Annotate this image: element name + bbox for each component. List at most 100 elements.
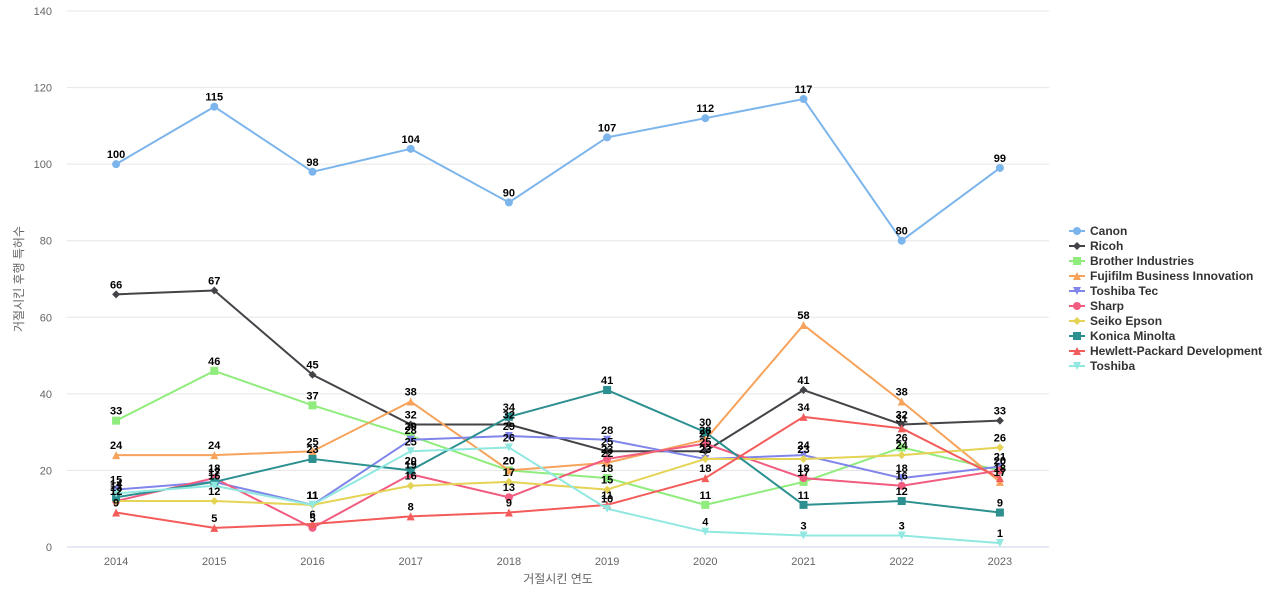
x-axis-title: 거절시킨 연도: [523, 572, 593, 586]
data-label: 20: [503, 455, 515, 467]
data-label: 23: [797, 444, 809, 456]
data-label: 98: [306, 157, 318, 169]
data-point: [603, 386, 612, 395]
data-label: 80: [896, 226, 908, 238]
data-label: 4: [702, 517, 709, 529]
data-label: 22: [601, 448, 613, 460]
data-point: [308, 401, 317, 410]
legend-marker: [1073, 362, 1081, 370]
data-label: 26: [994, 432, 1006, 444]
y-tick-label: 0: [46, 542, 52, 554]
data-label: 27: [699, 429, 711, 441]
x-tick-label: 2014: [104, 556, 128, 568]
data-label: 23: [699, 444, 711, 456]
data-label: 16: [208, 471, 220, 483]
series-ricoh[interactable]: [112, 286, 1004, 456]
data-label: 37: [306, 390, 318, 402]
series-line: [116, 434, 1001, 506]
series-line: [116, 446, 1000, 506]
data-point: [210, 523, 219, 532]
y-tick-label: 100: [34, 159, 52, 171]
data-label: 18: [797, 463, 809, 475]
data-point: [995, 508, 1004, 517]
legend-item[interactable]: Toshiba Tec: [1069, 284, 1159, 298]
data-point: [995, 163, 1004, 172]
data-point: [995, 466, 1004, 475]
y-axis-title: 거절시킨 후행 특허수: [11, 226, 26, 332]
data-point: [112, 290, 121, 299]
series-line: [115, 389, 1001, 514]
series-canon[interactable]: [112, 95, 1004, 245]
data-point: [603, 447, 612, 456]
data-point: [799, 500, 808, 509]
series-line: [116, 446, 1000, 545]
series-hewlett-packard-development[interactable]: [112, 412, 1004, 532]
legend-item[interactable]: Canon: [1069, 224, 1127, 238]
data-label: 29: [503, 421, 515, 433]
data-label: 28: [601, 425, 613, 437]
data-label: 13: [110, 482, 122, 494]
data-label: 117: [795, 84, 813, 96]
legend-marker: [1073, 272, 1081, 280]
data-point: [406, 466, 415, 475]
series-seiko-epson[interactable]: [112, 443, 1004, 509]
data-point: [406, 481, 415, 490]
series-konica-minolta[interactable]: [112, 386, 1004, 517]
x-tick-label: 2019: [595, 556, 619, 568]
legend-item[interactable]: Seiko Epson: [1069, 314, 1162, 328]
legend-item[interactable]: Toshiba: [1069, 359, 1135, 373]
legend-marker: [1073, 302, 1081, 310]
data-label: 5: [211, 513, 217, 525]
data-point: [406, 144, 415, 153]
legend-item[interactable]: Sharp: [1069, 299, 1124, 313]
data-point: [603, 474, 612, 483]
legend-item[interactable]: Fujifilm Business Innovation: [1069, 269, 1253, 283]
data-label: 18: [896, 463, 908, 475]
data-label: 32: [503, 409, 515, 421]
x-tick-label: 2021: [791, 556, 815, 568]
data-label: 112: [696, 103, 714, 115]
data-label: 26: [503, 432, 515, 444]
data-label: 16: [896, 471, 908, 483]
data-point: [504, 198, 513, 207]
y-tick-label: 80: [40, 236, 52, 248]
data-label: 28: [699, 425, 711, 437]
data-point: [701, 454, 710, 463]
legend-marker: [1073, 347, 1081, 355]
data-point: [112, 451, 121, 460]
data-point: [406, 420, 415, 429]
legend-item[interactable]: Hewlett-Packard Development: [1069, 344, 1262, 358]
data-label: 1: [997, 528, 1003, 540]
data-label: 20: [994, 455, 1006, 467]
data-label: 66: [110, 279, 122, 291]
data-point: [406, 512, 415, 521]
data-point: [112, 508, 121, 517]
data-label: 104: [402, 134, 421, 146]
data-point: [603, 435, 612, 444]
data-point: [112, 416, 121, 425]
data-point: [799, 454, 808, 463]
y-tick-label: 40: [40, 389, 52, 401]
data-label: 99: [994, 153, 1006, 165]
data-label: 34: [797, 402, 810, 414]
data-label: 18: [601, 463, 613, 475]
data-point: [603, 485, 612, 494]
data-label: 8: [408, 501, 414, 513]
legend-label: Toshiba: [1090, 359, 1135, 373]
legend-item[interactable]: Konica Minolta: [1069, 329, 1176, 343]
series-line: [116, 323, 1001, 483]
legend-item[interactable]: Ricoh: [1069, 239, 1123, 253]
data-label: 24: [208, 440, 221, 452]
series-line: [115, 415, 1001, 529]
legend-item[interactable]: Brother Industries: [1069, 254, 1194, 268]
data-label: 14: [110, 478, 123, 490]
data-label: 11: [307, 490, 319, 502]
y-tick-label: 60: [40, 312, 52, 324]
series-layer: [112, 95, 1004, 548]
series-fujifilm-business-innovation[interactable]: [112, 320, 1004, 486]
legend-marker: [1073, 287, 1081, 295]
data-point: [701, 428, 710, 437]
series-toshiba[interactable]: [112, 443, 1004, 548]
